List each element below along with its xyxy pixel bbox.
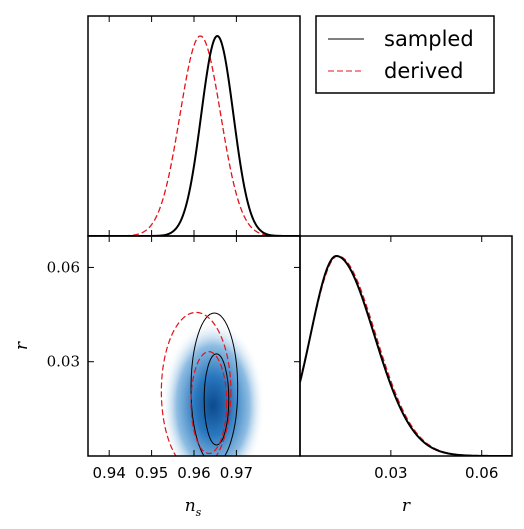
ns-marginal-derived-line: [88, 35, 300, 236]
legend-sampled-label: sampled: [384, 27, 474, 51]
tick-labels: 0.94 0.95 0.96 0.97 0.03 0.03 0.06 0.06: [47, 258, 499, 482]
legend: sampled derived: [315, 15, 495, 94]
ns-tick-label: 0.97: [220, 464, 253, 482]
r-tick-label-bottom: 0.06: [465, 464, 498, 482]
r-tick-label-left: 0.06: [47, 258, 80, 276]
x-axis-label-r: r: [402, 496, 411, 516]
contour-derived-68: [190, 351, 228, 455]
contour-sampled-68: [203, 353, 230, 446]
joint-density-fill: [161, 319, 266, 456]
r-marginal-panel: [299, 235, 513, 457]
ns-tick-label: 0.96: [177, 464, 210, 482]
ns-marginal-panel: [87, 15, 301, 237]
ns-marginal-sampled-line: [88, 34, 300, 236]
joint-contours: [160, 311, 239, 456]
r-tick-label-left: 0.03: [47, 353, 80, 371]
y-axis-label-r: r: [12, 341, 32, 350]
ns-tick-label: 0.95: [135, 464, 168, 482]
legend-derived-label: derived: [384, 59, 463, 83]
r-marginal-sampled-line: [300, 255, 512, 456]
x-axis-label-ns: ns: [185, 496, 202, 519]
r-marginal-derived-line: [300, 255, 512, 456]
legend-box: [315, 15, 495, 94]
contour-sampled-95: [190, 312, 239, 456]
axis-ticks: [88, 16, 483, 456]
contour-derived-95: [160, 311, 232, 456]
ns-tick-label: 0.94: [92, 464, 125, 482]
r-tick-label-bottom: 0.03: [374, 464, 407, 482]
